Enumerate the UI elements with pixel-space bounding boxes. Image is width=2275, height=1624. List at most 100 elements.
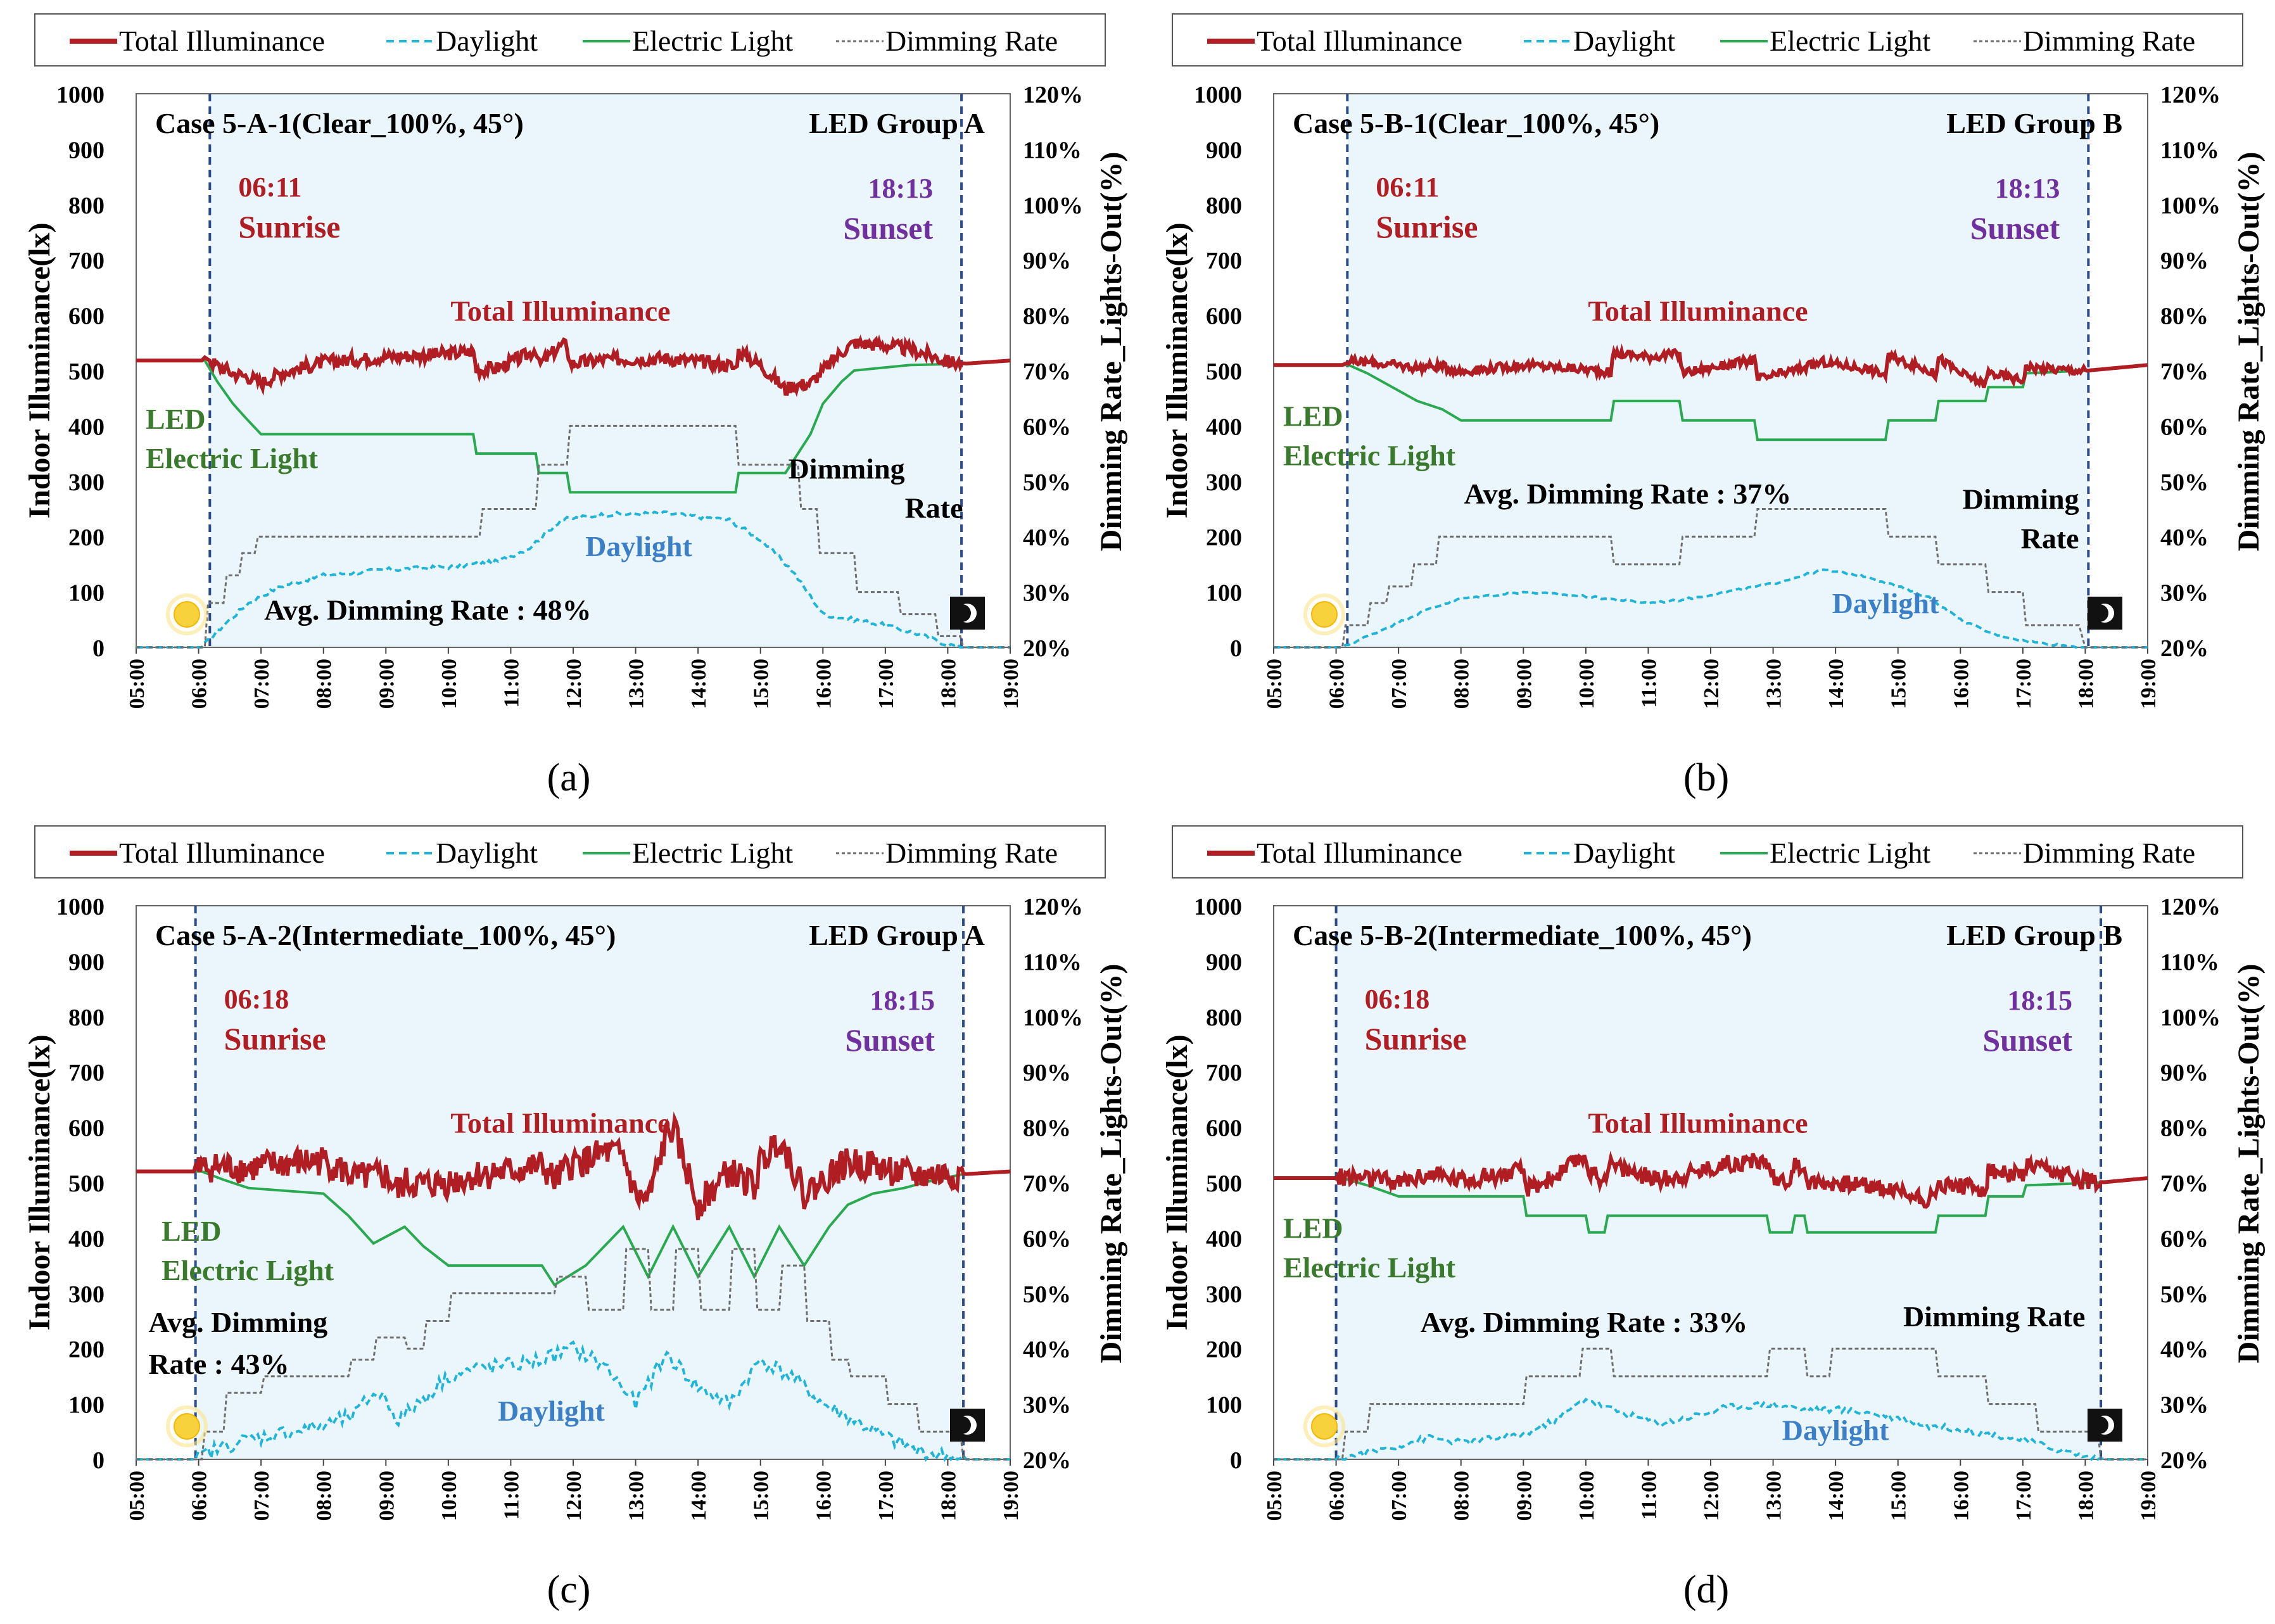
right-tick-label: 100%: [2160, 1005, 2221, 1031]
right-tick-label: 100%: [2160, 193, 2221, 219]
legend-item-electric: Electric Light: [1720, 25, 1930, 57]
time-tick-label: 14:00: [687, 1471, 711, 1521]
time-tick-label: 08:00: [1450, 659, 1474, 709]
night-area-evening: [963, 906, 1010, 1459]
time-tick-label: 11:00: [1637, 1471, 1661, 1519]
led-label: LED: [1283, 400, 1343, 432]
time-tick-label: 14:00: [1825, 1471, 1848, 1521]
right-tick-label: 110%: [1023, 949, 1082, 975]
time-tick-label: 09:00: [375, 1471, 398, 1521]
electric-light-label: Electric Light: [146, 442, 319, 474]
moon-icon: [950, 1409, 985, 1442]
dimming-label: Rate: [2021, 523, 2079, 555]
time-tick-label: 12:00: [1700, 659, 1723, 709]
left-tick-label: 400: [1206, 1226, 1242, 1252]
right-tick-label: 20%: [2160, 635, 2208, 662]
time-tick-label: 11:00: [1637, 659, 1661, 707]
daylight-label: Daylight: [1782, 1414, 1889, 1446]
time-tick-label: 13:00: [625, 659, 649, 709]
legend-label-daylight: Daylight: [436, 837, 538, 869]
legend-item-daylight: Daylight: [386, 25, 538, 57]
right-tick-label: 120%: [2160, 82, 2221, 108]
right-tick-label: 30%: [1023, 1392, 1071, 1419]
legend-item-daylight: Daylight: [1524, 837, 1675, 869]
right-tick-label: 40%: [2160, 1336, 2208, 1363]
panel-a: Total Illuminance Daylight Electric Light D…: [0, 0, 1138, 812]
dimming-label: Dimming: [1963, 483, 2079, 516]
legend-label-electric: Electric Light: [632, 837, 793, 869]
panel-d: Total Illuminance Daylight Electric Light D…: [1138, 812, 2275, 1624]
right-tick-label: 30%: [2160, 580, 2208, 607]
chart-title: Case 5-B-2(Intermediate_100%, 45°): [1293, 919, 1752, 951]
right-tick-label: 60%: [1023, 1226, 1071, 1252]
right-tick-label: 100%: [1023, 1005, 1083, 1031]
right-tick-label: 120%: [2160, 894, 2221, 920]
time-tick-label: 18:00: [2074, 1471, 2098, 1521]
left-tick-label: 200: [68, 524, 105, 551]
time-tick-label: 12:00: [1700, 1471, 1723, 1521]
right-tick-label: 20%: [2160, 1447, 2208, 1474]
sunset-label: Sunset: [1982, 1022, 2072, 1058]
legend: Total Illuminance Daylight Electric Light D…: [1172, 13, 2243, 67]
left-tick-label: 600: [68, 303, 105, 330]
time-tick-label: 06:00: [188, 1471, 212, 1521]
time-tick-label: 18:00: [2074, 659, 2098, 709]
legend-label-dimming: Dimming Rate: [885, 25, 1058, 57]
chart-c: Total Illuminance Daylight Electric Light D…: [23, 825, 1128, 1611]
right-tick-label: 90%: [2160, 248, 2208, 274]
right-tick-label: 80%: [1023, 303, 1071, 330]
left-axis-title: Indoor Illuminance(lx): [1160, 222, 1194, 518]
series-daylight: [1274, 1397, 2148, 1461]
time-tick-label: 06:00: [1326, 659, 1349, 709]
daylight-label: Daylight: [1832, 587, 1939, 619]
chart-a: Total Illuminance Daylight Electric Light D…: [23, 13, 1128, 799]
right-axis-title: Dimming Rate_Lights-Out(%): [2232, 964, 2265, 1364]
right-axis-title: Dimming Rate_Lights-Out(%): [1094, 152, 1128, 552]
sun-disc: [1311, 1413, 1338, 1440]
chart-group: LED Group A: [809, 919, 985, 951]
left-tick-label: 200: [1206, 524, 1242, 551]
legend-item-total: Total Illuminance: [1207, 25, 1462, 57]
right-tick-label: 80%: [2160, 303, 2208, 330]
sunrise-label: Sunrise: [1376, 209, 1478, 244]
left-axis-title: Indoor Illuminance(lx): [1160, 1034, 1194, 1330]
right-tick-label: 20%: [1023, 1447, 1071, 1474]
time-tick-label: 15:00: [1887, 1471, 1911, 1521]
dimming-label: Dimming: [789, 452, 905, 485]
left-tick-label: 400: [68, 414, 105, 440]
legend-item-dimming: Dimming Rate: [1974, 837, 2195, 869]
legend-item-total: Total Illuminance: [70, 837, 325, 869]
legend-box: [1172, 13, 2243, 67]
left-tick-label: 500: [68, 358, 105, 385]
left-tick-label: 900: [1206, 137, 1242, 163]
left-axis: 0 100 200 300 400 500 600 700 800 900 1000: [56, 894, 105, 1474]
right-tick-label: 80%: [1023, 1115, 1071, 1142]
led-label: LED: [162, 1215, 222, 1247]
chart-title: Case 5-B-1(Clear_100%, 45°): [1293, 107, 1659, 139]
sun-icon: [1303, 593, 1345, 635]
legend-item-daylight: Daylight: [386, 837, 538, 869]
time-tick-label: 06:00: [1326, 1471, 1349, 1521]
left-axis: 0 100 200 300 400 500 600 700 800 900 1000: [56, 82, 105, 662]
sunrise-time: 06:11: [1376, 172, 1439, 203]
dimming-label: Rate: [905, 492, 963, 524]
legend-label-dimming: Dimming Rate: [2023, 25, 2195, 57]
time-axis: 05:00 06:00 07:00 08:00 09:00 10:00 11:00 12:00…: [1263, 1459, 2160, 1521]
left-tick-label: 700: [1206, 248, 1242, 274]
legend-label-daylight: Daylight: [1573, 837, 1675, 869]
legend-item-electric: Electric Light: [583, 837, 793, 869]
right-tick-label: 50%: [2160, 1281, 2208, 1308]
right-axis: 20% 30% 40% 50% 60% 70% 80% 90% 100% 110% 120%: [2160, 894, 2221, 1474]
time-tick-label: 10:00: [438, 659, 461, 709]
moon-icon: [950, 597, 985, 630]
sunset-time: 18:15: [2007, 985, 2072, 1016]
legend-label-dimming: Dimming Rate: [2023, 837, 2195, 869]
sun-glow: [1303, 593, 1345, 635]
led-label: LED: [1283, 1212, 1343, 1244]
right-tick-label: 30%: [1023, 580, 1071, 607]
series-total: [1274, 343, 2148, 388]
time-tick-label: 19:00: [999, 1471, 1023, 1521]
legend-item-total: Total Illuminance: [70, 25, 325, 57]
series-electric: [136, 1170, 1011, 1287]
sunrise-time: 06:18: [1365, 984, 1430, 1015]
